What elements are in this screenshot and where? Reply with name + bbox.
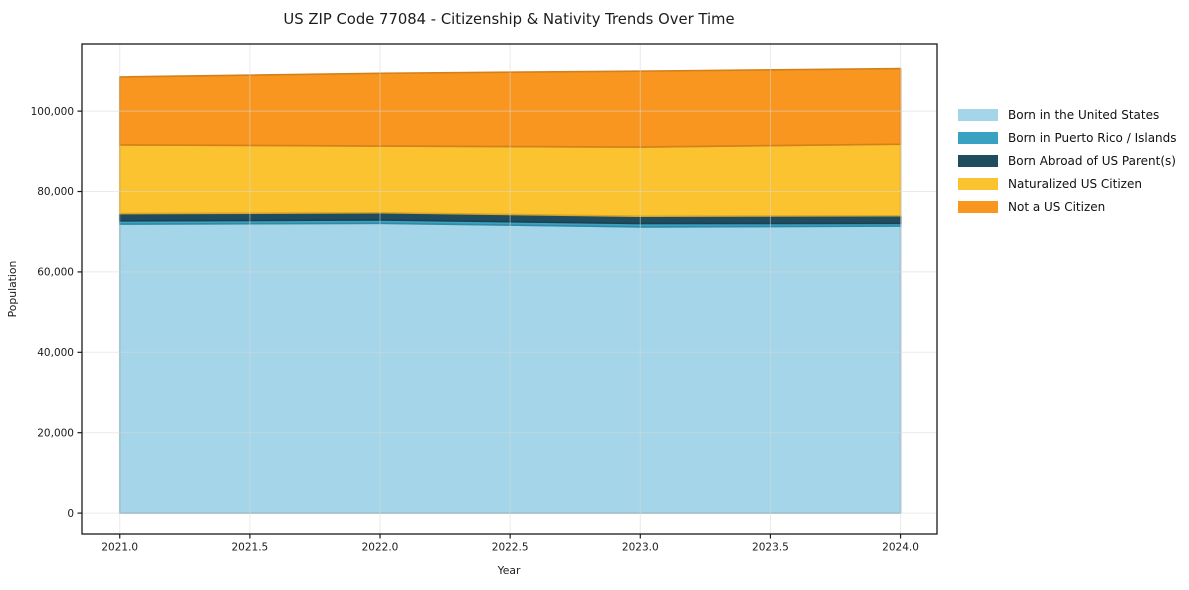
legend: Born in the United States Born in Puerto …	[958, 103, 1177, 218]
y-tick-label: 60,000	[37, 267, 74, 279]
legend-label: Born Abroad of US Parent(s)	[1008, 153, 1176, 168]
chart-title: US ZIP Code 77084 - Citizenship & Nativi…	[283, 11, 734, 28]
y-tick-label: 80,000	[37, 186, 74, 198]
y-tick-label: 20,000	[37, 427, 74, 439]
legend-swatch-icon	[958, 200, 998, 213]
legend-swatch-icon	[958, 177, 998, 190]
legend-item: Born Abroad of US Parent(s)	[958, 149, 1177, 172]
legend-swatch-icon	[958, 108, 998, 121]
x-tick-label: 2023.5	[752, 542, 789, 554]
legend-item: Naturalized US Citizen	[958, 172, 1177, 195]
axis-ticks	[77, 110, 902, 539]
legend-swatch-icon	[958, 154, 998, 167]
x-tick-label: 2021.0	[101, 542, 138, 554]
x-tick-label: 2024.0	[882, 542, 919, 554]
x-tick-label: 2021.5	[232, 542, 269, 554]
legend-item: Not a US Citizen	[958, 195, 1177, 218]
y-tick-label: 100,000	[31, 106, 74, 118]
legend-label: Born in the United States	[1008, 107, 1160, 122]
y-tick-label: 40,000	[37, 347, 74, 359]
legend-label: Not a US Citizen	[1008, 199, 1106, 214]
tick-labels: 2021.0 2021.5 2022.0 2022.5 2023.0 2023.5 2024…	[31, 106, 919, 554]
x-tick-label: 2023.0	[622, 542, 659, 554]
legend-label: Naturalized US Citizen	[1008, 176, 1142, 191]
y-axis-label: Population	[6, 261, 19, 318]
legend-label: Born in Puerto Rico / Islands	[1008, 130, 1177, 145]
legend-item: Born in Puerto Rico / Islands	[958, 126, 1177, 149]
x-tick-label: 2022.5	[492, 542, 529, 554]
plot-border	[81, 43, 938, 535]
legend-item: Born in the United States	[958, 103, 1177, 126]
gridlines	[82, 44, 937, 534]
y-tick-label: 0	[67, 508, 74, 520]
x-axis-label: Year	[497, 564, 521, 577]
x-tick-label: 2022.0	[362, 542, 399, 554]
legend-swatch-icon	[958, 131, 998, 144]
